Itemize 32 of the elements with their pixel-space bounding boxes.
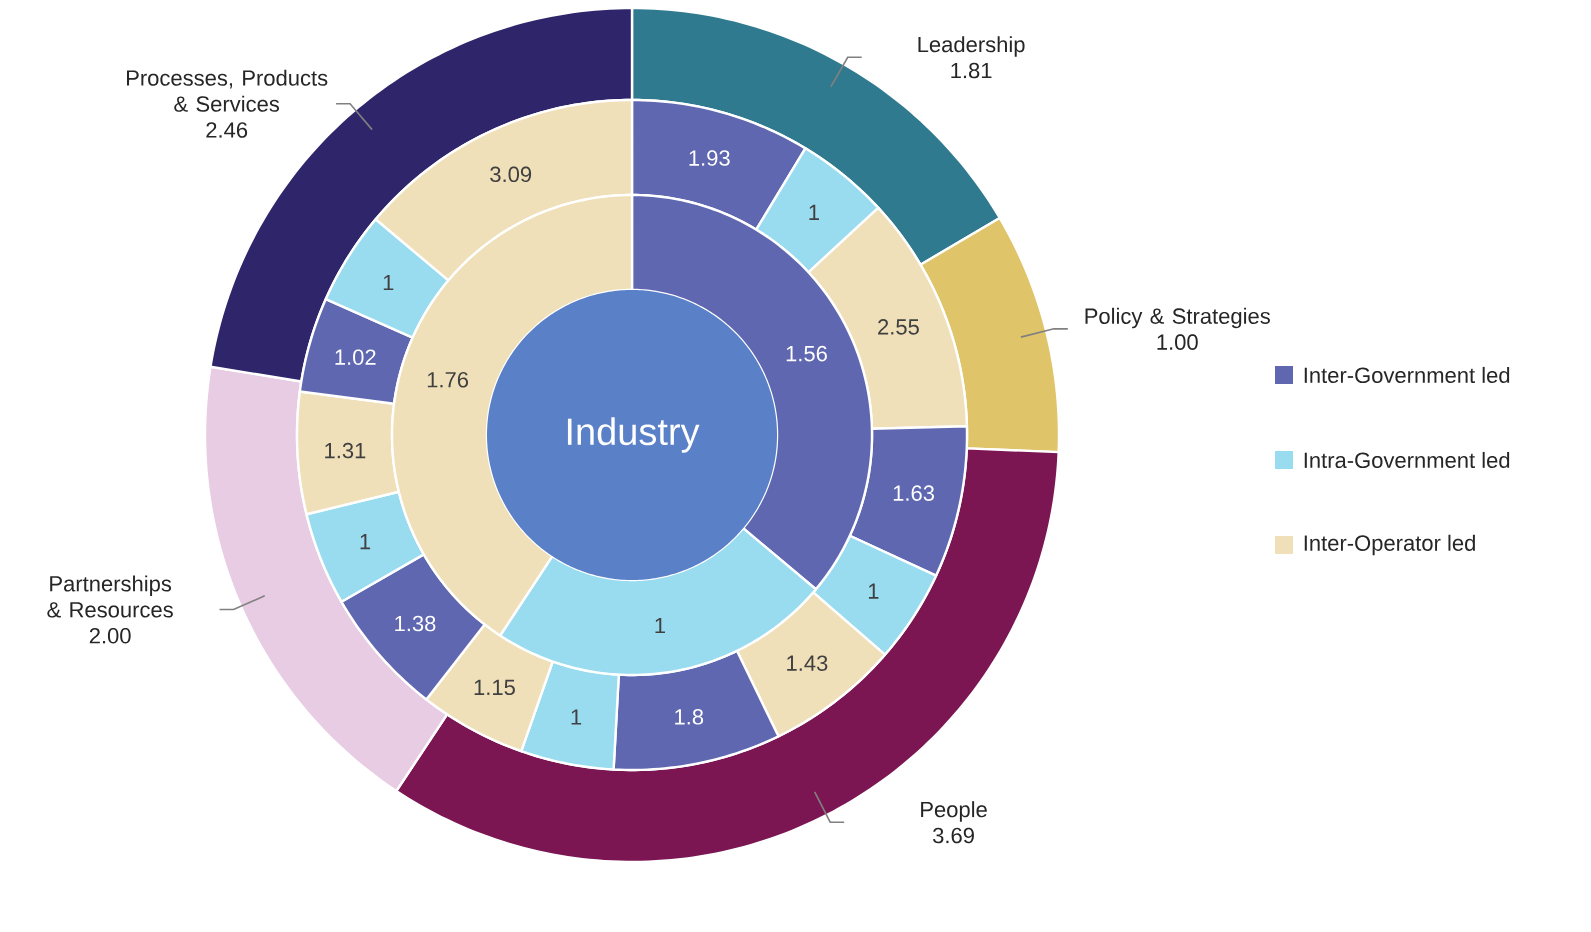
legend-label: Inter-Operator led — [1304, 534, 1475, 556]
data-label: 1.93 — [689, 150, 730, 166]
data-label: 1 — [383, 275, 394, 291]
slice-label: Partnerships & Resources — [47, 575, 173, 618]
data-label: 1.76 — [427, 372, 469, 388]
data-label: 1.63 — [893, 485, 934, 501]
data-label: 1.81 — [951, 62, 992, 79]
data-label: 1.8 — [675, 709, 704, 725]
data-label: 1.43 — [787, 655, 828, 671]
data-label: 1.31 — [325, 442, 366, 459]
data-label: 1 — [655, 617, 665, 634]
data-label: 2.55 — [878, 319, 919, 335]
data-label: 2.00 — [89, 628, 131, 644]
legend-label: Intra-Government led — [1304, 451, 1510, 469]
data-label: 1 — [360, 534, 371, 550]
data-label: 1.02 — [335, 349, 376, 365]
slice-label: Processes, Products & Services — [127, 69, 328, 112]
data-label: 1.15 — [474, 679, 515, 696]
data-label: 1.00 — [1157, 334, 1198, 350]
data-label: 3.69 — [932, 827, 974, 844]
data-label: 1 — [868, 583, 879, 599]
text: Industry — [567, 417, 700, 453]
slice-label: Policy & Strategies — [1085, 307, 1270, 329]
data-label: 1.56 — [786, 345, 827, 362]
data-label: 1.38 — [395, 615, 436, 632]
data-label: 1 — [571, 709, 582, 725]
data-label: 2.46 — [206, 122, 248, 138]
data-label: 3.09 — [490, 166, 532, 183]
slice-label: Leadership — [918, 36, 1025, 57]
legend-label: Inter-Government led — [1304, 366, 1510, 384]
data-label: 1 — [809, 204, 819, 220]
slice-label: People — [921, 801, 987, 822]
